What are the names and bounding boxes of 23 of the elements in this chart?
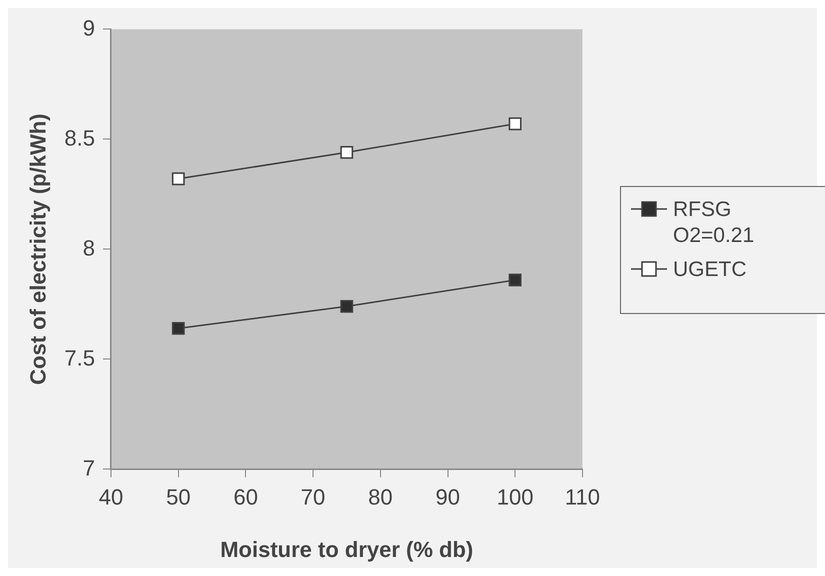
x-axis-title: Moisture to dryer (% db) bbox=[220, 536, 474, 562]
y-tick-label: 8.5 bbox=[64, 125, 95, 150]
legend-label: RFSG O2=0.21 bbox=[673, 197, 756, 249]
x-tick-label: 110 bbox=[564, 484, 600, 510]
point bbox=[172, 172, 185, 186]
point bbox=[508, 117, 522, 130]
legend-label: UGETC bbox=[673, 257, 748, 283]
x-tick-label: 60 bbox=[233, 484, 258, 510]
y-tick-label: 7 bbox=[82, 455, 95, 480]
y-tick-label: 9 bbox=[82, 15, 95, 40]
x-tick-label: 70 bbox=[300, 484, 326, 510]
x-tick-label: 80 bbox=[368, 484, 393, 510]
point bbox=[508, 274, 522, 286]
x-tick-label: 100 bbox=[496, 484, 534, 510]
x-tick-label: 40 bbox=[98, 484, 124, 510]
point bbox=[340, 146, 354, 159]
y-axis-title: Cost of electricity (p/kWh) bbox=[25, 114, 50, 385]
point bbox=[340, 300, 354, 313]
y-tick-label: 7.5 bbox=[64, 345, 95, 370]
x-tick-label: 50 bbox=[166, 484, 191, 510]
y-tick-label: 8 bbox=[82, 235, 95, 260]
point bbox=[172, 322, 185, 335]
x-tick-label: 90 bbox=[436, 484, 460, 510]
